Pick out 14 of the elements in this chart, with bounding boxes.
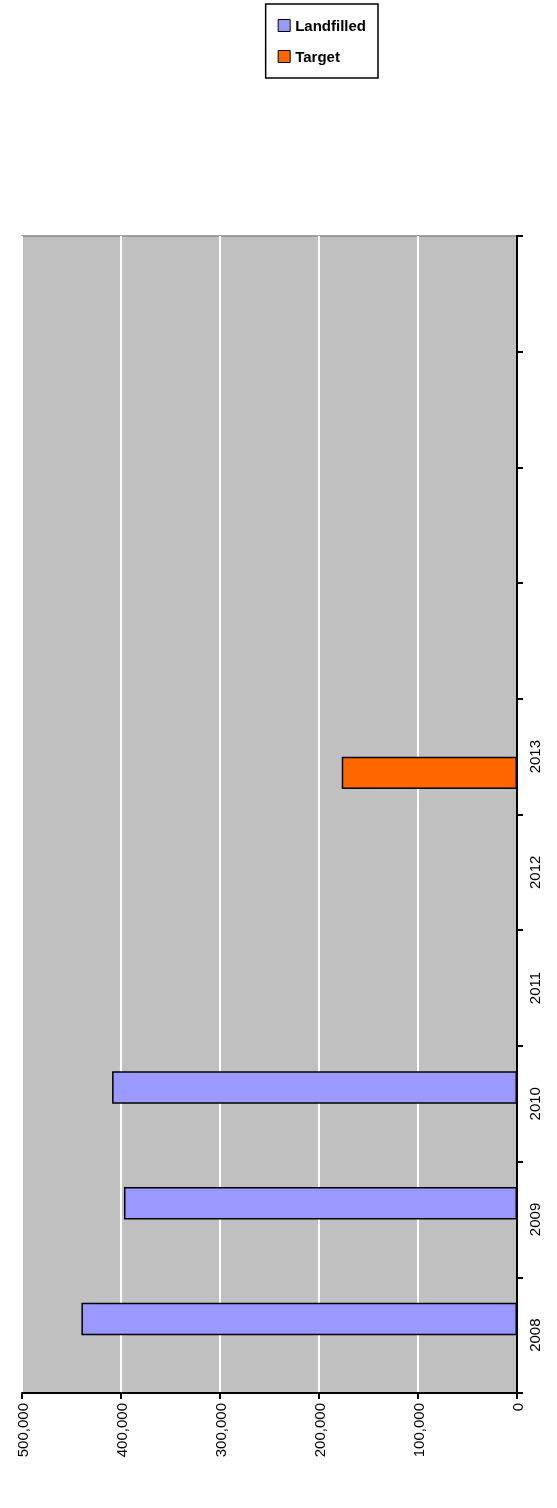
y-tick-label: 2009 [526,1202,543,1237]
legend-label: Target [295,48,340,65]
y-tick-label: 2013 [526,739,543,774]
y-tick-label: 2010 [526,1087,543,1121]
legend-label: Landfilled [295,17,367,34]
y-tick-label: 2008 [526,1318,543,1352]
x-tick-label: 500,000 [13,1403,31,1458]
x-tick-label: 100,000 [409,1403,427,1458]
x-tick-label: 0 [508,1403,526,1412]
y-tick-label: 2011 [526,971,543,1005]
x-tick-label: 300,000 [211,1403,229,1458]
x-tick-label: 400,000 [112,1403,130,1458]
y-tick-label: 2012 [526,855,543,890]
x-tick-label: 200,000 [310,1403,328,1458]
